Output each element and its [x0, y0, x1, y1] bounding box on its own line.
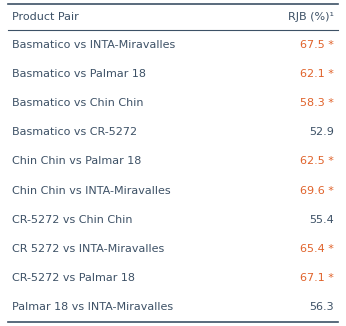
Text: Basmatico vs CR-5272: Basmatico vs CR-5272 — [12, 127, 137, 137]
Text: 52.9: 52.9 — [309, 127, 334, 137]
Text: RJB (%)¹: RJB (%)¹ — [288, 12, 334, 22]
Text: 56.3: 56.3 — [309, 303, 334, 312]
Text: 58.3 *: 58.3 * — [300, 98, 334, 108]
Text: 67.5 *: 67.5 * — [300, 39, 334, 50]
Text: Product Pair: Product Pair — [12, 12, 79, 22]
Text: 65.4 *: 65.4 * — [300, 244, 334, 254]
Text: CR-5272 vs Chin Chin: CR-5272 vs Chin Chin — [12, 215, 133, 225]
Text: Chin Chin vs Palmar 18: Chin Chin vs Palmar 18 — [12, 156, 142, 166]
Text: 62.5 *: 62.5 * — [300, 156, 334, 166]
Text: CR-5272 vs Palmar 18: CR-5272 vs Palmar 18 — [12, 273, 135, 283]
Text: 69.6 *: 69.6 * — [300, 185, 334, 196]
Text: Chin Chin vs INTA-Miravalles: Chin Chin vs INTA-Miravalles — [12, 185, 171, 196]
Text: Basmatico vs Palmar 18: Basmatico vs Palmar 18 — [12, 69, 146, 79]
Text: 55.4: 55.4 — [309, 215, 334, 225]
Text: Basmatico vs INTA-Miravalles: Basmatico vs INTA-Miravalles — [12, 39, 175, 50]
Text: Basmatico vs Chin Chin: Basmatico vs Chin Chin — [12, 98, 144, 108]
Text: CR 5272 vs INTA-Miravalles: CR 5272 vs INTA-Miravalles — [12, 244, 164, 254]
Text: 62.1 *: 62.1 * — [300, 69, 334, 79]
Text: 67.1 *: 67.1 * — [300, 273, 334, 283]
Text: Palmar 18 vs INTA-Miravalles: Palmar 18 vs INTA-Miravalles — [12, 303, 173, 312]
